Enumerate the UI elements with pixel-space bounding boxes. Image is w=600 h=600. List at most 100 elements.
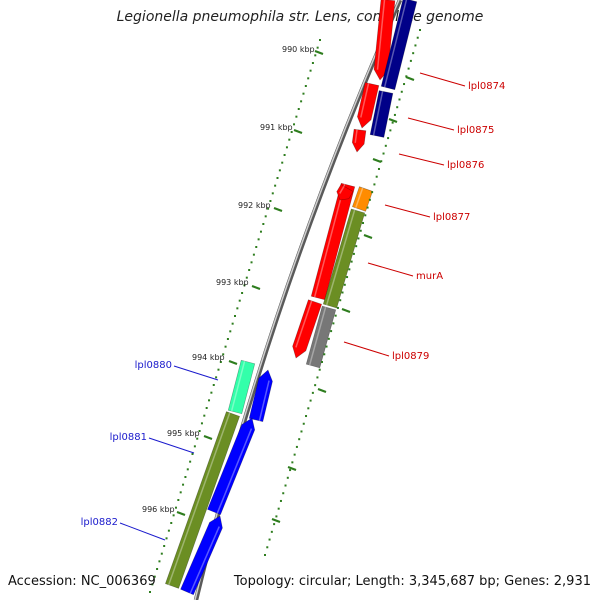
feature-shine — [313, 183, 346, 298]
minor-tick — [387, 137, 390, 140]
feature-shine — [372, 91, 384, 136]
feature-shine — [216, 428, 253, 514]
gene-label-lpl0876[interactable]: lpl0876 — [447, 160, 484, 171]
minor-tick — [307, 407, 310, 410]
minor-tick — [307, 77, 310, 80]
kbp-tick-label: 992 kbp — [238, 201, 271, 210]
minor-tick — [250, 261, 253, 264]
minor-tick — [257, 238, 260, 241]
minor-tick — [191, 453, 194, 455]
minor-tick — [160, 552, 163, 555]
minor-tick — [327, 337, 330, 340]
minor-tick — [174, 506, 177, 509]
minor-tick — [224, 345, 227, 348]
minor-tick — [318, 368, 321, 371]
minor-tick — [409, 59, 412, 62]
minor-tick — [271, 192, 274, 195]
minor-tick — [304, 85, 307, 87]
minor-tick — [400, 90, 403, 93]
minor-tick — [330, 330, 333, 333]
minor-tick — [305, 415, 308, 418]
major-tick — [341, 307, 351, 314]
minor-tick — [153, 575, 156, 578]
minor-tick — [149, 591, 151, 593]
minor-tick — [200, 422, 203, 425]
gene-arrow-lpl0875 — [357, 82, 380, 129]
feature-shine — [189, 526, 220, 594]
minor-tick — [382, 152, 385, 155]
minor-tick — [311, 391, 314, 394]
minor-tick — [284, 484, 287, 487]
major-tick — [251, 284, 261, 291]
gene-callout-line — [407, 117, 455, 131]
minor-tick — [293, 123, 296, 126]
gene-callout-line — [367, 262, 414, 277]
gene-label-murA[interactable]: murA — [416, 271, 443, 282]
minor-tick — [219, 361, 222, 363]
minor-tick — [165, 537, 168, 540]
gene-label-lpl0875[interactable]: lpl0875 — [457, 125, 494, 136]
gene-label-lpl0874[interactable]: lpl0874 — [468, 81, 505, 92]
minor-tick — [289, 469, 292, 472]
minor-tick — [407, 67, 410, 70]
minor-tick — [339, 299, 342, 302]
minor-tick — [389, 129, 392, 132]
major-tick — [405, 75, 415, 82]
feature-olive-upper — [322, 208, 366, 309]
minor-tick — [419, 29, 421, 31]
gene-label-lpl0879[interactable]: lpl0879 — [392, 351, 429, 362]
minor-tick — [323, 353, 326, 356]
minor-tick — [359, 229, 362, 232]
minor-tick — [309, 69, 312, 72]
minor-tick — [288, 138, 291, 141]
minor-tick — [241, 292, 244, 294]
kbp-tick-label: 994 kbp — [192, 353, 225, 362]
minor-tick — [248, 269, 251, 271]
gene-arrow-lpl0881 — [207, 417, 256, 516]
minor-tick — [196, 437, 199, 440]
minor-tick — [297, 108, 300, 110]
minor-tick — [350, 260, 353, 263]
kbp-tick-label: 993 kbp — [216, 278, 249, 287]
minor-tick — [264, 215, 267, 218]
major-tick — [293, 128, 303, 135]
minor-tick — [151, 583, 154, 586]
minor-tick — [279, 499, 282, 502]
minor-tick — [352, 252, 355, 255]
gene-label-lpl0877[interactable]: lpl0877 — [433, 212, 470, 223]
major-tick — [314, 49, 324, 56]
minor-tick — [245, 276, 248, 279]
minor-tick — [316, 376, 319, 379]
minor-tick — [193, 445, 196, 448]
minor-tick — [277, 507, 280, 510]
feature-shine — [354, 129, 358, 143]
minor-tick — [266, 546, 269, 549]
feature-shine — [360, 83, 370, 118]
minor-tick — [158, 560, 161, 563]
minor-tick — [346, 276, 349, 279]
gene-callout-line — [173, 365, 219, 381]
accession-text: Accession: NC_006369 — [8, 574, 156, 589]
minor-tick — [276, 177, 279, 179]
gene-label-lpl0881[interactable]: lpl0881 — [110, 432, 147, 443]
minor-tick — [398, 98, 401, 101]
minor-tick — [243, 284, 246, 287]
minor-tick — [355, 245, 358, 248]
kbp-tick-label: 991 kbp — [260, 123, 293, 132]
minor-tick — [302, 92, 305, 95]
kbp-tick-label: 990 kbp — [282, 45, 315, 54]
feature-shine — [354, 187, 364, 209]
outer-tick-track — [264, 29, 421, 556]
minor-tick — [290, 131, 293, 133]
minor-tick — [311, 62, 314, 64]
gene-arrow-lpl0877 — [310, 182, 356, 301]
minor-tick — [229, 330, 232, 333]
gene-callout-line — [419, 72, 466, 87]
major-tick — [317, 387, 327, 394]
gene-label-lpl0880[interactable]: lpl0880 — [135, 360, 172, 371]
minor-tick — [403, 83, 406, 86]
minor-tick — [391, 121, 394, 124]
minor-tick — [212, 384, 215, 386]
gene-label-lpl0882[interactable]: lpl0882 — [81, 517, 118, 528]
